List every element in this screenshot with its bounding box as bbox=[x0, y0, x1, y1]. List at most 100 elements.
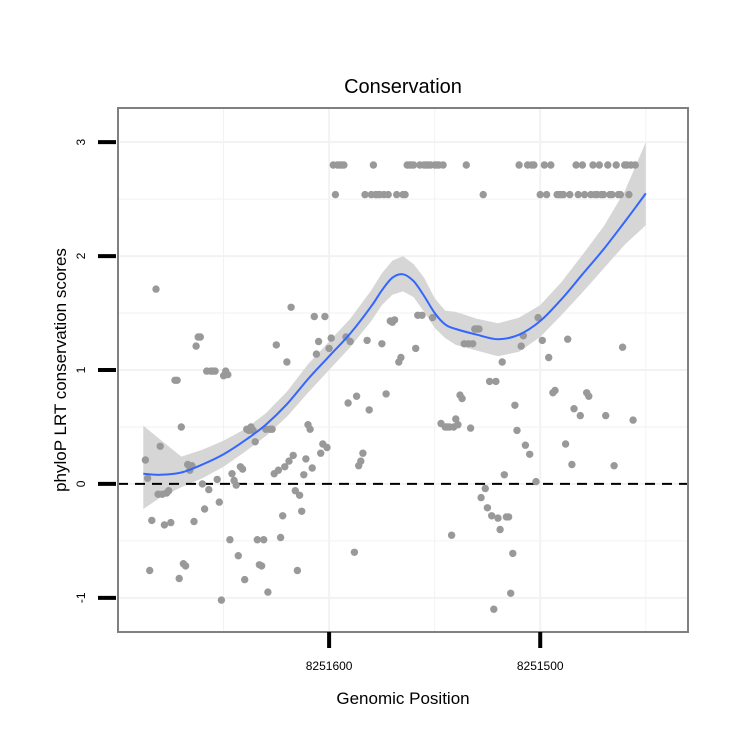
data-point bbox=[576, 411, 584, 420]
data-point bbox=[317, 449, 325, 457]
data-point bbox=[340, 161, 348, 169]
data-point bbox=[551, 386, 559, 395]
data-point bbox=[572, 161, 580, 169]
data-point bbox=[589, 161, 597, 169]
data-point bbox=[283, 358, 291, 366]
panel-border bbox=[117, 107, 689, 633]
data-point bbox=[352, 392, 361, 400]
data-point bbox=[397, 353, 405, 362]
y-tick-label: 1 bbox=[74, 366, 88, 373]
data-point bbox=[530, 161, 538, 169]
data-point bbox=[401, 190, 409, 199]
data-point bbox=[312, 350, 321, 358]
data-point bbox=[469, 340, 477, 348]
data-point bbox=[578, 161, 587, 169]
data-point bbox=[213, 475, 221, 484]
data-point bbox=[517, 342, 525, 350]
data-point bbox=[542, 190, 551, 199]
data-point bbox=[224, 370, 232, 379]
x-tick-label: 8251500 bbox=[517, 659, 564, 673]
confidence-ribbon-layer bbox=[143, 142, 646, 509]
data-point bbox=[226, 536, 234, 544]
data-point bbox=[211, 367, 219, 375]
data-point bbox=[181, 562, 190, 570]
data-point bbox=[260, 536, 268, 544]
data-point bbox=[173, 376, 181, 384]
data-point bbox=[272, 341, 280, 349]
data-point bbox=[274, 466, 283, 474]
y-axis-title: phyloP LRT conservation scores bbox=[51, 248, 70, 492]
smooth-curve bbox=[143, 192, 647, 476]
data-point bbox=[160, 521, 169, 529]
data-point bbox=[346, 337, 354, 346]
data-point bbox=[238, 465, 247, 473]
data-point bbox=[152, 285, 160, 293]
data-point bbox=[165, 487, 173, 495]
data-point bbox=[264, 588, 272, 596]
data-point bbox=[384, 190, 392, 199]
data-point bbox=[257, 562, 266, 570]
data-point bbox=[580, 190, 589, 199]
data-point bbox=[547, 161, 555, 169]
data-point bbox=[564, 335, 572, 343]
data-point bbox=[363, 336, 371, 345]
data-point bbox=[393, 190, 401, 199]
data-point bbox=[200, 505, 209, 513]
data-point bbox=[409, 161, 418, 169]
data-point bbox=[610, 462, 618, 470]
data-point bbox=[302, 455, 310, 463]
data-point bbox=[540, 161, 549, 169]
data-point bbox=[538, 336, 546, 345]
data-point bbox=[143, 474, 152, 482]
data-point bbox=[602, 411, 610, 420]
data-point bbox=[625, 190, 633, 199]
data-point bbox=[568, 460, 576, 469]
data-point bbox=[289, 451, 297, 460]
data-point bbox=[509, 549, 517, 558]
data-point bbox=[513, 426, 521, 435]
data-point bbox=[559, 190, 568, 199]
data-point bbox=[344, 399, 352, 407]
data-point bbox=[604, 161, 612, 169]
data-point bbox=[481, 484, 489, 493]
data-point bbox=[321, 312, 329, 321]
data-point bbox=[308, 464, 316, 472]
data-point bbox=[504, 513, 513, 521]
data-point bbox=[485, 377, 494, 386]
data-point bbox=[293, 566, 302, 575]
data-point bbox=[599, 190, 608, 199]
data-point bbox=[566, 190, 574, 199]
data-point bbox=[477, 493, 485, 502]
data-point bbox=[454, 421, 462, 429]
data-point bbox=[331, 190, 340, 199]
data-point bbox=[167, 518, 175, 527]
data-point bbox=[412, 344, 420, 353]
data-point bbox=[232, 481, 240, 489]
data-point bbox=[241, 575, 249, 584]
data-point bbox=[281, 463, 289, 471]
data-point bbox=[536, 190, 544, 199]
data-point bbox=[390, 316, 399, 324]
data-point bbox=[585, 392, 593, 400]
data-point bbox=[177, 423, 185, 431]
data-point bbox=[361, 190, 369, 199]
data-point bbox=[369, 161, 378, 169]
data-point bbox=[515, 161, 523, 169]
x-axis: 8251600 8251500 bbox=[306, 632, 564, 673]
data-point bbox=[447, 531, 456, 539]
data-point bbox=[228, 470, 236, 478]
data-point bbox=[175, 574, 183, 583]
data-point bbox=[382, 390, 390, 398]
data-point bbox=[439, 161, 447, 169]
y-axis: -1 0 1 2 3 bbox=[74, 139, 116, 603]
data-point bbox=[462, 161, 470, 169]
data-point bbox=[612, 161, 620, 169]
data-point bbox=[466, 424, 475, 432]
smooth-curve-layer bbox=[143, 192, 647, 476]
data-point bbox=[148, 516, 156, 525]
data-point bbox=[325, 344, 333, 353]
data-point bbox=[323, 443, 331, 452]
data-point bbox=[251, 438, 259, 446]
